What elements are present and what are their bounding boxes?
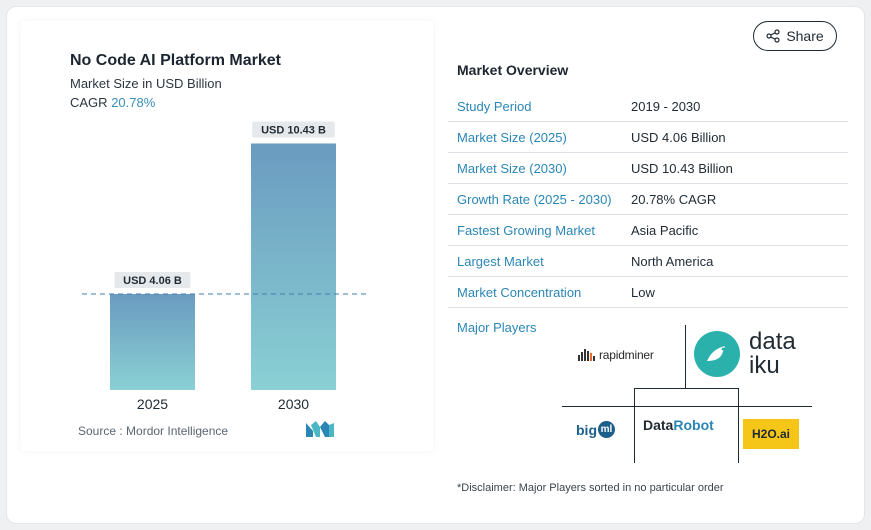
bigml-logo[interactable]: big ml	[576, 421, 615, 438]
share-button[interactable]: Share	[753, 21, 837, 51]
chart-panel	[21, 21, 433, 451]
dataiku-text-line1: data	[749, 328, 796, 355]
data-label: USD 10.43 B	[261, 124, 326, 136]
overview-value: USD 4.06 Billion	[631, 129, 726, 145]
overview-key[interactable]: Fastest Growing Market	[457, 222, 595, 238]
cagr-label: CAGR	[70, 95, 108, 110]
overview-row-concentration: Market Concentration Low	[448, 277, 848, 308]
overview-value: Asia Pacific	[631, 222, 699, 238]
rapidminer-text: rapidminer	[599, 348, 654, 362]
major-players-label[interactable]: Major Players	[457, 320, 537, 335]
overview-key[interactable]: Market Size (2025)	[457, 129, 567, 145]
chart-title: No Code AI Platform Market	[70, 52, 281, 69]
dataiku-logo[interactable]: data iku	[693, 330, 796, 378]
bar-2030	[251, 143, 336, 390]
dataiku-text-line2: iku	[749, 352, 780, 379]
overview-key[interactable]: Market Size (2030)	[457, 160, 567, 176]
rapidminer-mark-icon	[578, 349, 595, 361]
category-label-2030: 2030	[278, 396, 309, 412]
market-card	[6, 6, 865, 524]
overview-key[interactable]: Growth Rate (2025 - 2030)	[457, 191, 612, 207]
bar-2025	[110, 294, 195, 390]
overview-value: USD 10.43 Billion	[631, 160, 733, 176]
source-note: Source : Mordor Intelligence	[78, 424, 229, 438]
cagr-value: 20.78%	[111, 95, 156, 110]
overview-row-growth-rate: Growth Rate (2025 - 2030) 20.78% CAGR	[448, 184, 848, 215]
datarobot-text-a: Data	[643, 417, 674, 433]
overview-value: 2019 - 2030	[631, 98, 701, 114]
share-label: Share	[786, 28, 824, 44]
mordor-intelligence-logo	[306, 421, 334, 437]
disclaimer: *Disclaimer: Major Players sorted in no …	[457, 482, 724, 494]
overview-value: Low	[631, 284, 655, 300]
overview-key[interactable]: Market Concentration	[457, 284, 582, 300]
category-label-2025: 2025	[137, 396, 168, 412]
overview-value: 20.78% CAGR	[631, 191, 717, 207]
chart-cagr: CAGR 20.78%	[70, 95, 155, 110]
overview-row-size-2030: Market Size (2030) USD 10.43 Billion	[448, 153, 848, 184]
overview-row-study-period: Study Period 2019 - 2030	[448, 91, 848, 122]
datarobot-logo[interactable]: DataRobot	[643, 417, 714, 433]
bar-chart: USD 4.06 B 2025 USD 10.43 B 2030	[82, 121, 368, 412]
dataiku-text: data iku	[749, 330, 796, 378]
dataiku-bird-icon	[694, 331, 740, 377]
overview-row-size-2025: Market Size (2025) USD 4.06 Billion	[448, 122, 848, 153]
data-label-bg	[252, 121, 335, 138]
rapidminer-logo[interactable]: rapidminer	[578, 347, 654, 363]
chart-subtitle: Market Size in USD Billion	[70, 76, 222, 91]
overview-value: North America	[631, 253, 714, 269]
bigml-ml: ml	[598, 421, 615, 438]
overview-title: Market Overview	[457, 62, 569, 78]
overview-row-fastest-growing: Fastest Growing Market Asia Pacific	[448, 215, 848, 246]
bigml-big: big	[576, 421, 597, 438]
overview-key[interactable]: Study Period	[457, 98, 532, 114]
data-label: USD 4.06 B	[123, 275, 182, 287]
overview-key[interactable]: Largest Market	[457, 253, 544, 269]
share-icon	[766, 29, 780, 43]
data-label-bg	[114, 272, 191, 289]
h2o-logo[interactable]: H2O.ai	[743, 419, 799, 449]
overview-table: Study Period 2019 - 2030 Market Size (202…	[448, 91, 848, 308]
overview-row-largest-market: Largest Market North America	[448, 246, 848, 277]
datarobot-text-b: Robot	[673, 417, 714, 433]
